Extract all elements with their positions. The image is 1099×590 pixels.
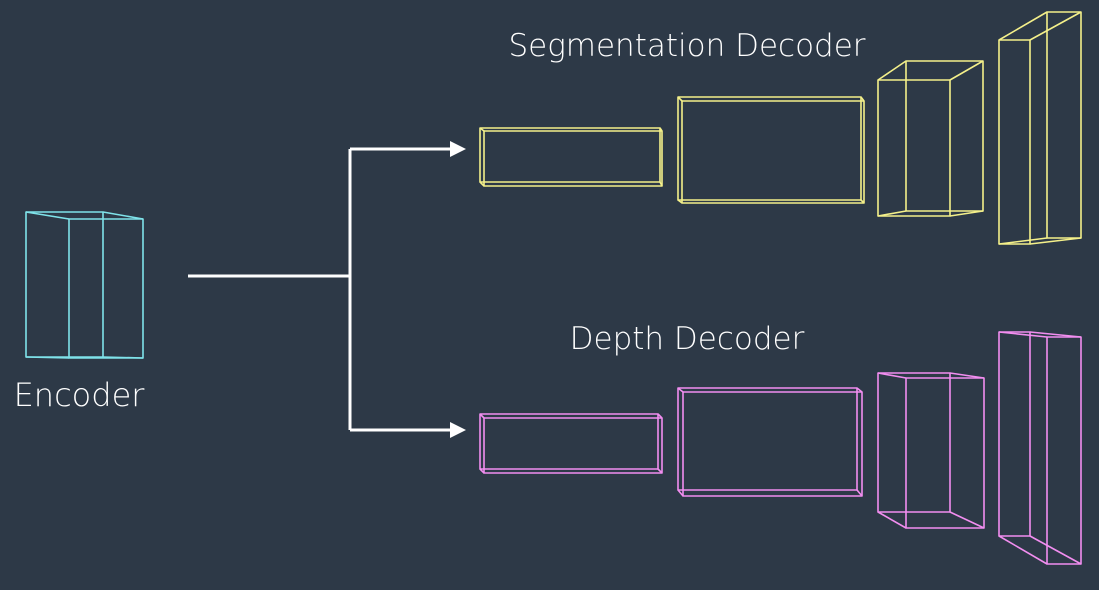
segmentation-decoder-label: Segmentation Decoder	[508, 28, 865, 64]
branch-arrows	[188, 141, 466, 438]
depth-block-4	[998, 331, 1082, 565]
arrowhead-segmentation	[450, 141, 466, 157]
depth-block-2	[677, 387, 863, 497]
depth-decoder-blocks	[479, 331, 1082, 565]
seg-block-1	[479, 127, 663, 187]
depth-block-1	[479, 413, 663, 474]
seg-block-2	[677, 96, 865, 204]
encoder-block	[25, 211, 144, 359]
segmentation-decoder-blocks	[479, 11, 1082, 245]
seg-block-4	[998, 11, 1082, 245]
depth-decoder-label: Depth Decoder	[570, 321, 805, 357]
seg-block-3	[877, 60, 984, 217]
encoder-label: Encoder	[14, 376, 146, 414]
depth-block-3	[877, 372, 985, 529]
arrowhead-depth	[450, 422, 466, 438]
